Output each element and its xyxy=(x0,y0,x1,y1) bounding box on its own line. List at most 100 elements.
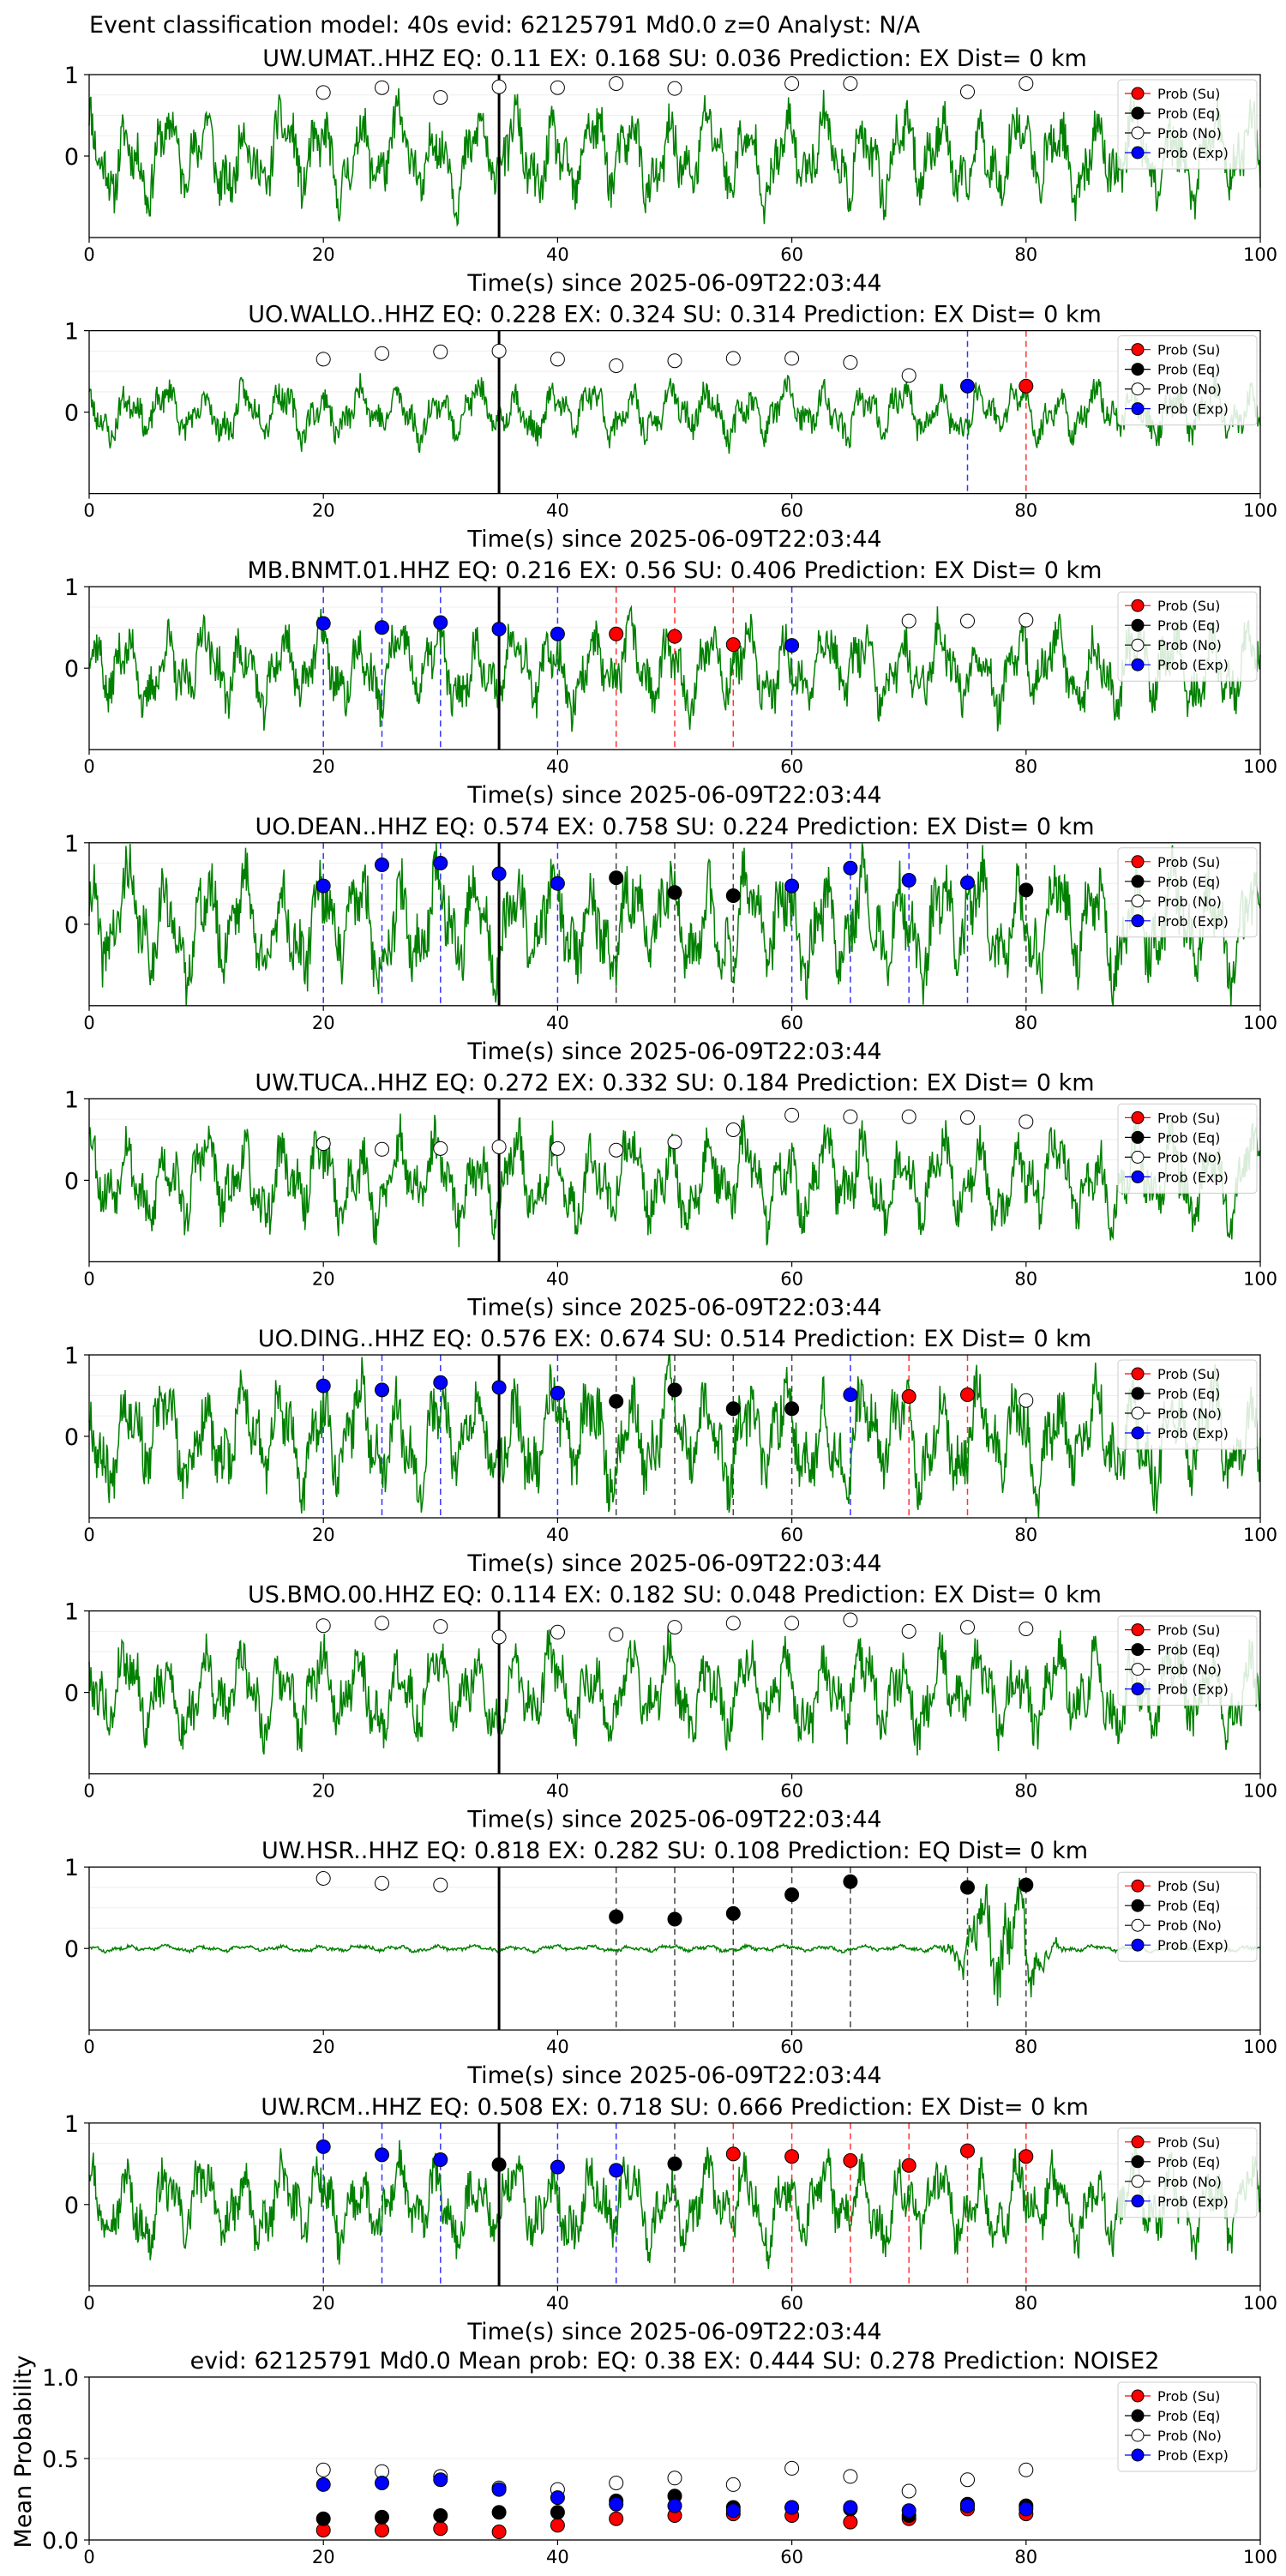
axes-frame xyxy=(88,2376,1261,2541)
legend-marker-su xyxy=(1131,599,1145,612)
prob-point-no xyxy=(901,368,916,383)
legend-label-exp: Prob (Exp) xyxy=(1157,913,1229,930)
y-tick-label: 0 xyxy=(64,1681,79,1707)
x-tick-label: 60 xyxy=(780,756,803,777)
legend-label-eq: Prob (Eq) xyxy=(1157,874,1220,890)
legend-label-no: Prob (No) xyxy=(1157,382,1222,398)
axes-frame xyxy=(88,1354,1261,1519)
legend-marker-exp xyxy=(1131,1938,1145,1952)
legend-label-su: Prob (Su) xyxy=(1157,598,1220,614)
panel-title: UW.HSR..HHZ EQ: 0.818 EX: 0.282 SU: 0.10… xyxy=(261,1838,1088,1864)
prob-point-exp xyxy=(784,638,800,653)
legend-box xyxy=(1117,1616,1258,1706)
prob-point-exp xyxy=(433,2152,448,2168)
prob-point-no xyxy=(609,75,624,91)
panel-title: MB.BNMT.01.HHZ EQ: 0.216 EX: 0.56 SU: 0.… xyxy=(248,557,1103,584)
mean-prob-point-no xyxy=(1019,2462,1034,2477)
prob-point-no xyxy=(433,90,448,105)
x-axis-label: Time(s) since 2025-06-09T22:03:44 xyxy=(466,1294,881,1321)
x-tick-label: 20 xyxy=(312,2547,335,2567)
prob-point-no xyxy=(491,1629,507,1645)
chart-panel-8: UW.HSR..HHZ EQ: 0.818 EX: 0.282 SU: 0.10… xyxy=(64,1838,1277,2089)
prob-point-no xyxy=(843,355,858,370)
prob-point-no xyxy=(667,353,682,369)
x-tick-label: 100 xyxy=(1243,1525,1277,1545)
x-tick-label: 40 xyxy=(546,1781,569,1802)
prob-point-exp xyxy=(843,1387,858,1403)
legend-label-su: Prob (Su) xyxy=(1157,1878,1220,1894)
x-tick-label: 80 xyxy=(1014,2293,1037,2314)
prob-point-no xyxy=(843,75,858,91)
legend-marker-su xyxy=(1131,1623,1145,1637)
legend-marker-exp xyxy=(1131,146,1145,159)
x-tick-label: 100 xyxy=(1243,1268,1277,1289)
x-tick-label: 40 xyxy=(546,1268,569,1289)
legend-label-eq: Prob (Eq) xyxy=(1157,362,1220,378)
chart-panel-10: evid: 62125791 Md0.0 Mean prob: EQ: 0.38… xyxy=(10,2348,1277,2567)
prob-point-no xyxy=(667,1135,682,1150)
x-tick-label: 0 xyxy=(83,756,94,777)
mean-prob-point-eq xyxy=(315,2511,331,2526)
prob-point-exp xyxy=(550,626,565,641)
mean-prob-point-su xyxy=(609,2511,624,2526)
x-tick-label: 40 xyxy=(546,2293,569,2314)
prob-point-eq xyxy=(491,2157,507,2172)
y-tick-label: 0.5 xyxy=(42,2447,79,2473)
legend-label-eq: Prob (Eq) xyxy=(1157,105,1220,122)
x-tick-label: 0 xyxy=(83,2293,94,2314)
prob-point-no xyxy=(491,79,507,94)
legend-label-eq: Prob (Eq) xyxy=(1157,617,1220,634)
legend-marker-exp xyxy=(1131,402,1145,416)
axes-frame xyxy=(88,1610,1261,1775)
legend-label-su: Prob (Su) xyxy=(1157,2388,1220,2404)
prob-point-su xyxy=(901,1388,916,1404)
chart-panel-2: UO.WALLO..HHZ EQ: 0.228 EX: 0.324 SU: 0.… xyxy=(64,302,1277,553)
legend-label-su: Prob (Su) xyxy=(1157,1622,1220,1639)
legend-label-su: Prob (Su) xyxy=(1157,86,1220,102)
legend-label-exp: Prob (Exp) xyxy=(1157,401,1229,418)
prob-point-exp xyxy=(491,622,507,637)
y-tick-label: 1 xyxy=(64,1855,79,1881)
prob-point-no xyxy=(375,346,389,361)
x-tick-label: 0 xyxy=(83,501,94,521)
prob-point-exp xyxy=(375,857,389,872)
legend-label-no: Prob (No) xyxy=(1157,2428,1222,2444)
legend-marker-eq xyxy=(1131,106,1145,120)
mean-prob-point-su xyxy=(491,2525,507,2539)
prob-point-eq xyxy=(609,870,624,886)
x-tick-label: 0 xyxy=(83,1781,94,1802)
x-tick-label: 60 xyxy=(780,1781,803,1802)
axes-frame xyxy=(88,329,1261,495)
prob-point-no xyxy=(784,75,800,91)
legend-marker-eq xyxy=(1131,1643,1145,1657)
x-axis-label: Time(s) since 2025-06-09T22:03:44 xyxy=(466,782,881,809)
legend-label-no: Prob (No) xyxy=(1157,2174,1222,2190)
y-tick-label: 0 xyxy=(64,144,79,171)
waveform-trace xyxy=(88,1113,1261,1248)
prob-point-no xyxy=(725,1616,741,1631)
x-tick-label: 80 xyxy=(1014,1525,1037,1545)
prob-point-exp xyxy=(843,860,858,876)
prob-point-no xyxy=(960,84,975,99)
y-tick-label: 0 xyxy=(64,1168,79,1195)
legend-marker-su xyxy=(1131,87,1145,100)
prob-point-su xyxy=(960,1387,975,1403)
legend-label-su: Prob (Su) xyxy=(1157,854,1220,870)
prob-point-exp xyxy=(433,856,448,871)
y-tick-label: 1 xyxy=(64,63,79,89)
prob-point-eq xyxy=(725,888,741,904)
mean-prob-point-exp xyxy=(960,2498,975,2513)
prob-point-su xyxy=(1019,2149,1034,2164)
y-axis-label: Mean Probability xyxy=(10,2356,37,2549)
legend-marker-su xyxy=(1131,2135,1145,2149)
prob-point-no xyxy=(667,1620,682,1635)
legend-label-su: Prob (Su) xyxy=(1157,342,1220,358)
prob-point-no xyxy=(433,1619,448,1634)
legend-label-no: Prob (No) xyxy=(1157,1405,1222,1422)
x-tick-label: 0 xyxy=(83,1268,94,1289)
prob-point-eq xyxy=(843,1874,858,1889)
legend-box xyxy=(1117,2381,1258,2472)
x-tick-label: 100 xyxy=(1243,2293,1277,2314)
prob-point-su xyxy=(960,2143,975,2158)
legend-marker-exp xyxy=(1131,1170,1145,1183)
